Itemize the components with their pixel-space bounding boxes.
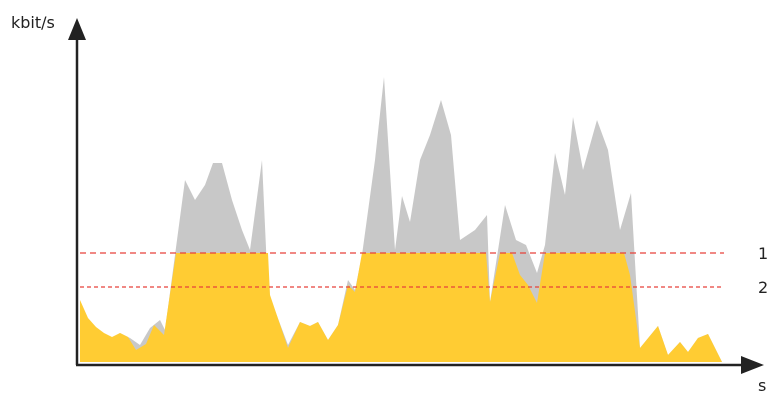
y-axis-arrow-icon — [68, 18, 86, 40]
x-axis-label: s — [758, 376, 766, 395]
y-axis-label: kbit/s — [11, 13, 55, 32]
limited-bitrate-area — [80, 253, 722, 362]
limit-line-1-label: 1 — [758, 244, 768, 263]
limit-line-2-label: 2 — [758, 278, 768, 297]
x-axis-arrow-icon — [741, 356, 764, 374]
